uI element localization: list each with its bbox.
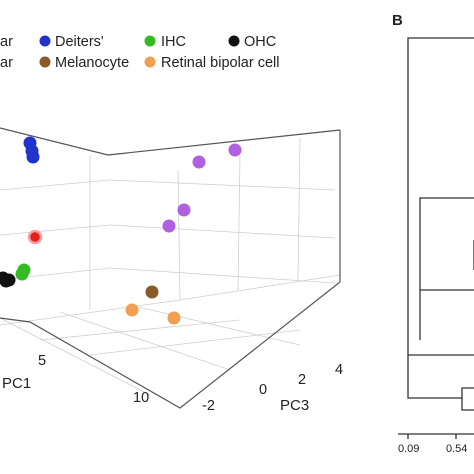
dendrogram-panel: B 0.09 0.54 <box>392 12 474 455</box>
dendrogram-branches <box>407 37 474 411</box>
data-points <box>0 136 242 325</box>
scatter-point-green <box>15 267 29 281</box>
scatter-point-purple <box>162 219 176 233</box>
legend-label-retinal-bipolar: Retinal bipolar cell <box>161 55 279 71</box>
legend-marker-ohc <box>228 35 240 47</box>
scatter-point-purple <box>177 203 191 217</box>
scatter-point-orange <box>125 303 139 317</box>
scatter-point-purple <box>228 143 242 157</box>
z-tick-label: -2 <box>202 398 215 414</box>
scatter-point-blue <box>26 150 40 164</box>
legend-label-ihc: IHC <box>161 34 186 50</box>
legend-marker-deiters <box>39 35 51 47</box>
legend-label-ohc: OHC <box>244 34 276 50</box>
x-tick-label: 5 <box>38 353 46 369</box>
scatter-point-red <box>27 229 43 245</box>
legend-label-deiters: Deiters' <box>55 34 104 50</box>
grid-lines <box>0 137 341 396</box>
legend-label-melanocyte: Melanocyte <box>55 55 129 71</box>
z-tick-label: 4 <box>335 362 343 378</box>
x-tick-label: 10 <box>133 390 149 406</box>
panel-label-b: B <box>392 12 403 29</box>
box-frame <box>0 127 341 409</box>
dendrogram-tick-label: 0.54 <box>446 443 467 455</box>
legend-marker-retinal-bipolar <box>144 56 156 68</box>
legend-label-cutoff-1: ar <box>0 34 13 50</box>
dendrogram-tick-label: 0.09 <box>398 443 419 455</box>
z-axis-title: PC3 <box>280 397 309 414</box>
scatter-point-orange <box>167 311 181 325</box>
z-tick-label: 2 <box>298 372 306 388</box>
scatter-point-black <box>2 273 16 287</box>
x-axis-title: PC1 <box>2 375 31 392</box>
scatter-point-purple <box>192 155 206 169</box>
scatter-point-brown <box>145 285 159 299</box>
legend-marker-ihc <box>144 35 156 47</box>
legend: ar Deiters' IHC OHC ar Melanocyte Retina… <box>0 34 279 71</box>
legend-marker-melanocyte <box>39 56 51 68</box>
z-tick-label: 0 <box>259 382 267 398</box>
scatter-3d-panel: 5 10 PC1 -2 0 2 4 PC3 <box>0 127 343 414</box>
legend-label-cutoff-2: ar <box>0 55 13 71</box>
